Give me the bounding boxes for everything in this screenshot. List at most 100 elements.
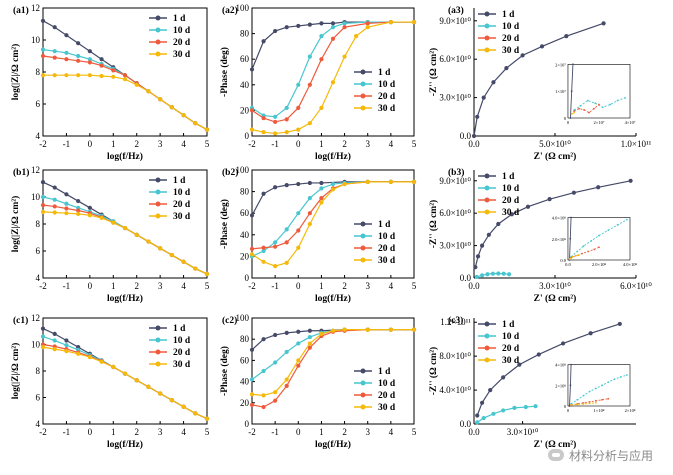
data-point [181, 113, 186, 118]
inset-x-tick-label: 0 [567, 120, 570, 125]
data-point [87, 73, 92, 78]
data-point [296, 228, 301, 233]
data-point [273, 185, 278, 190]
data-point [111, 74, 116, 79]
data-point [52, 204, 57, 209]
data-point [134, 232, 139, 237]
legend: 1 d 10 d 20 d 30 d [149, 324, 191, 370]
data-point [99, 215, 104, 221]
y-tick-label: 0.0 [460, 131, 472, 141]
series-1d [471, 21, 606, 139]
data-point [365, 179, 370, 184]
data-point [76, 211, 81, 216]
legend-marker [484, 11, 490, 17]
wechat-icon [547, 449, 564, 461]
y-tick-label: 40 [240, 80, 250, 90]
inset-data-point [573, 111, 576, 114]
data-point [330, 80, 336, 85]
data-point [249, 67, 255, 72]
data-point [307, 82, 312, 87]
data-point [261, 248, 266, 254]
y-tick-label: 6 [36, 393, 41, 403]
legend-label: 10 d [173, 26, 191, 36]
legend-label: 30 d [173, 50, 191, 60]
data-point [507, 272, 512, 277]
y-axis-label: log(|Z|/Ω cm²) [10, 44, 21, 101]
data-point [504, 66, 509, 71]
data-point [307, 345, 312, 350]
inset-data-point [582, 403, 585, 405]
legend-label: 1 d [378, 220, 391, 230]
data-point [501, 408, 506, 413]
data-point [76, 351, 81, 356]
inset-data-point [570, 404, 572, 406]
inset-data-point [578, 107, 581, 110]
inset-x-tick-label: 2.0×10⁸ [592, 262, 607, 267]
x-tick-label: 1 [319, 281, 324, 291]
data-point [249, 108, 255, 113]
data-point [249, 246, 255, 251]
data-point [342, 327, 347, 332]
legend-label: 10 d [502, 332, 520, 342]
legend-marker [360, 233, 366, 239]
inset-y-tick-label: 2.0×10⁸ [552, 237, 567, 242]
inset-data-point [593, 107, 595, 110]
x-tick-label: 0.0 [468, 427, 480, 437]
inset-data-point [588, 402, 591, 405]
watermark: 材料分析与应用 [547, 446, 653, 464]
data-point [342, 54, 347, 59]
panel-c3: 0.0 3.0×10¹⁰ 0.0 4.0×10¹⁰ 8.0×10¹⁰ 1.2×10¹¹ Z'… [428, 315, 636, 450]
data-point [273, 114, 278, 119]
x-tick-label: 1 [111, 139, 116, 149]
legend-label: 30 d [378, 403, 396, 413]
legend-marker [155, 39, 161, 45]
legend: 1 d 10 d 20 d 30 d [354, 220, 396, 266]
data-point [284, 130, 289, 135]
inset-x-tick-label: 4×10⁷ [625, 120, 636, 125]
series-1d [475, 321, 622, 418]
data-point [284, 25, 289, 30]
y-tick-label: 20 [240, 105, 250, 115]
inset-data-point [607, 397, 610, 400]
data-point [40, 334, 46, 339]
data-point [501, 271, 506, 276]
data-point [40, 345, 46, 350]
panel-label: (c2) [222, 315, 237, 326]
y-tick-label: 10 [31, 35, 41, 45]
legend-label: 10 d [378, 232, 396, 242]
data-point [296, 341, 301, 346]
data-point [146, 239, 151, 244]
legend-label: 1 d [502, 172, 515, 182]
x-tick-label: 4 [389, 281, 394, 291]
data-point [99, 359, 104, 364]
legend-marker [484, 357, 490, 363]
inset-y-tick-label: 1×10⁷ [555, 89, 566, 94]
data-point [512, 405, 517, 410]
inset-data-point [601, 398, 603, 401]
panel-c2: -2 -1 0 1 2 3 4 5 0 20 40 60 80 100 log(f/Hz) -Phase (d… [219, 313, 417, 450]
panel-label: (c3) [448, 315, 463, 326]
data-point [496, 271, 501, 276]
inset-x-tick-label: 0 [567, 408, 570, 413]
data-point [273, 240, 278, 245]
inset-data-point [613, 378, 616, 381]
x-tick-label: 5 [205, 139, 210, 149]
y-tick-label: 8 [36, 67, 41, 77]
data-point [319, 195, 324, 201]
legend-marker [360, 368, 366, 374]
data-point [284, 117, 289, 122]
data-point [181, 404, 186, 409]
data-point [536, 352, 541, 357]
data-point [64, 338, 69, 343]
series-30d [249, 179, 417, 269]
data-point [181, 259, 186, 264]
data-point [388, 19, 393, 25]
y-tick-label: 100 [236, 313, 250, 323]
data-point [64, 343, 69, 348]
series-30d [40, 209, 210, 277]
x-tick-label: 4 [181, 427, 186, 437]
data-point [319, 331, 324, 336]
data-point [284, 227, 289, 232]
